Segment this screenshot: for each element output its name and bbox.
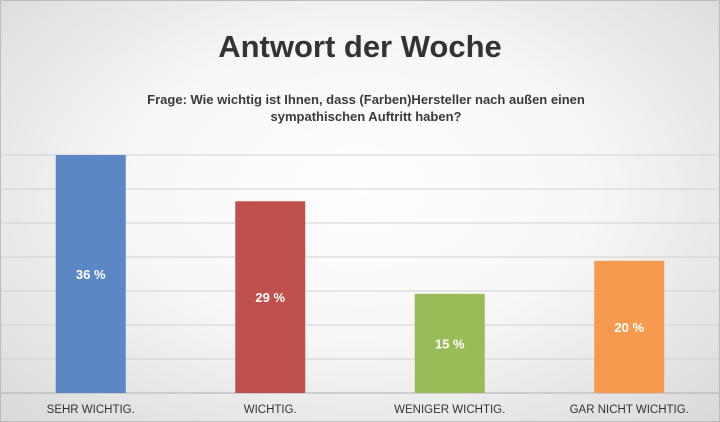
data-label: 29 % — [255, 290, 285, 305]
bar — [55, 155, 126, 393]
category-label: WICHTIG. — [244, 404, 297, 416]
data-label: 20 % — [614, 320, 644, 335]
category-label: GAR NICHT WICHTIG. — [570, 404, 689, 416]
chart-title: Antwort der Woche — [218, 29, 502, 64]
bar — [414, 293, 485, 393]
category-label: SEHR WICHTIG. — [47, 404, 135, 416]
category-label: WENIGER WICHTIG. — [394, 404, 505, 416]
data-label: 15 % — [435, 336, 465, 351]
data-label: 36 % — [76, 267, 106, 282]
chart-subtitle: Frage: Wie wichtig ist Ihnen, dass (Farb… — [147, 92, 585, 124]
bar — [235, 201, 306, 393]
bar — [594, 260, 665, 393]
